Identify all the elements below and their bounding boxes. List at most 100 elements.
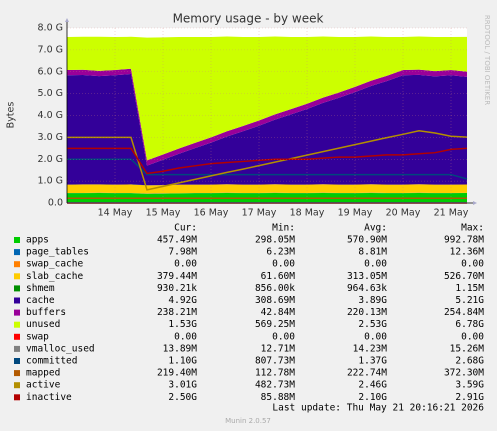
line [67,158,468,180]
legend-swatch [14,309,20,316]
legend-label: mapped [26,368,60,379]
legend-value: 570.90M [347,235,387,246]
legend-value: 992.78M [444,235,484,246]
x-tick-label: 16 May [194,208,229,219]
legend-value: 4.92G [168,295,197,306]
area [67,184,467,194]
legend-value: 2.91G [455,392,484,403]
legend-value: 14.23M [353,343,388,354]
legend-label: unused [26,319,60,330]
legend-value: 12.71M [261,343,296,354]
legend-label: shmem [26,283,55,294]
legend-value: 0.00 [272,331,295,342]
legend-swatch [14,249,20,256]
legend-value: 15.26M [450,343,485,354]
legend-value: 569.25M [255,319,295,330]
legend-value: 2.10G [358,392,387,403]
legend-value: 0.00 [364,259,387,270]
legend-value: 2.50G [168,392,197,403]
legend-value: 61.60M [261,271,296,282]
x-tick-label: 19 May [338,208,373,219]
y-tick-label: 3.0 G [38,132,64,143]
y-tick-label: 7.0 G [38,44,64,55]
legend-value: 219.40M [157,368,197,379]
legend-value: 457.49M [157,235,197,246]
legend-value: 6.78G [455,319,484,330]
legend-swatch [14,237,20,243]
legend-label: buffers [26,307,66,318]
legend-value: 12.36M [450,247,485,258]
legend-header: Min: [272,223,295,234]
legend-value: 313.05M [347,271,387,282]
legend-value: 0.00 [364,331,387,342]
legend-swatch [14,345,20,352]
legend-value: 0.00 [461,259,484,270]
legend-value: 1.10G [168,356,197,367]
legend-value: 8.81M [358,247,387,258]
legend: Cur: Min: Avg: Max: apps 457.49M 298.05M 570.90… [14,223,484,403]
legend-swatch [14,333,20,340]
legend-value: 372.30M [444,368,484,379]
legend-label: active [26,380,61,391]
y-tick-label: 2.0 G [38,154,64,165]
x-tick-label: 21 May [434,208,469,219]
y-axis-label: Bytes [6,102,17,129]
legend-value: 964.63k [347,283,387,294]
legend-value: 298.05M [255,235,295,246]
y-tick-label: 0.0 [48,198,63,209]
legend-value: 0.00 [272,259,295,270]
y-tick-label: 4.0 G [38,110,64,121]
area [67,73,467,186]
legend-header: Avg: [364,223,387,234]
legend-label: cache [26,295,55,306]
legend-swatch [14,358,20,364]
legend-value: 2.68G [455,356,484,367]
legend-value: 2.53G [358,319,387,330]
y-tick-label: 8.0 G [38,23,64,34]
legend-value: 3.89G [358,295,387,306]
legend-value: 1.37G [358,356,387,367]
legend-value: 482.73M [255,380,295,391]
y-tick-label: 6.0 G [38,66,64,77]
legend-label: swap_cache [26,259,83,270]
legend-label: vmalloc_used [26,343,95,354]
y-tick-label: 5.0 G [38,88,64,99]
legend-value: 42.84M [261,307,296,318]
legend-value: 856.00k [255,283,295,294]
legend-swatch [14,382,20,389]
x-tick-label: 14 May [98,208,133,219]
x-tick-label: 18 May [290,208,325,219]
legend-header: Max: [461,223,484,234]
legend-value: 112.78M [255,368,295,379]
area [67,192,467,194]
legend-swatch [14,394,20,401]
legend-value: 222.74M [347,368,387,379]
version: Munin 2.0.57 [225,417,271,425]
legend-header: Cur: [174,223,197,234]
legend-swatch [14,297,20,304]
legend-value: 220.13M [347,307,387,318]
legend-label: inactive [26,392,72,403]
legend-value: 7.98M [168,247,197,258]
x-tick-label: 17 May [242,208,277,219]
legend-value: 85.88M [261,392,296,403]
legend-label: slab_cache [26,271,83,282]
legend-swatch [14,321,20,328]
legend-value: 1.15M [455,283,484,294]
plot: 0.0 1.0 G 2.0 G 3.0 G 4.0 G 5.0 G 6.0 G 7.0 G 8.… [38,18,477,219]
line [67,130,468,191]
area [67,36,467,161]
legend-value: 3.01G [168,380,197,391]
legend-value: 254.84M [444,307,484,318]
legend-swatch [14,285,20,292]
legend-swatch [14,261,20,268]
legend-value: 379.44M [157,271,197,282]
legend-swatch [14,370,20,377]
legend-label: swap [26,331,49,342]
area [67,184,467,186]
line [67,147,468,175]
legend-value: 2.46G [358,380,387,391]
legend-value: 0.00 [174,331,197,342]
legend-value: 0.00 [174,259,197,270]
